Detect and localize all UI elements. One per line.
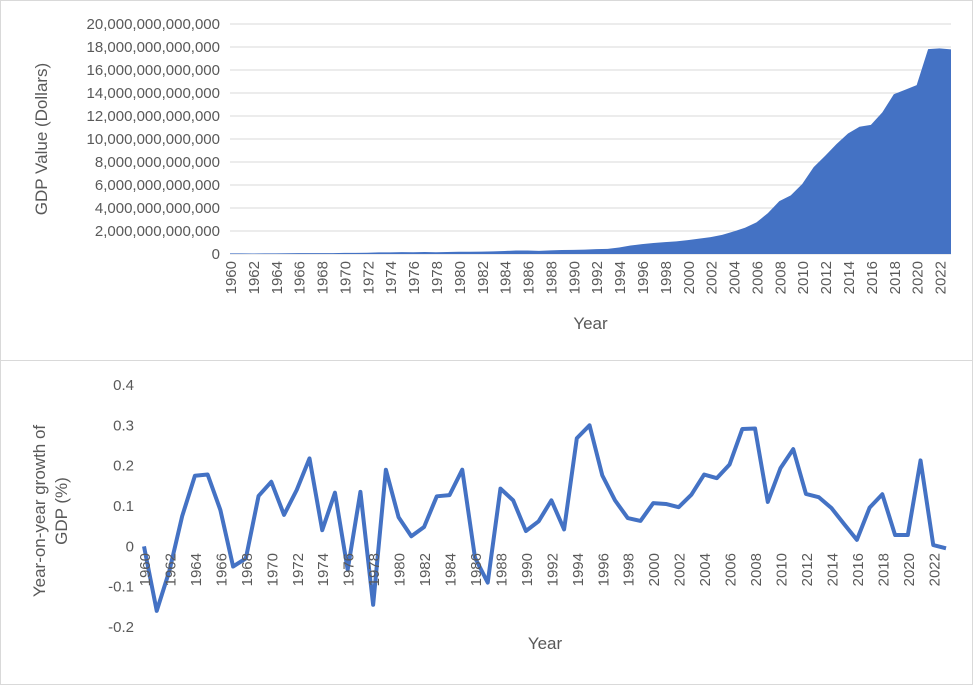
- x-tick-label: 2018: [875, 553, 892, 586]
- x-tick-label: 1990: [519, 553, 536, 586]
- x-tick-label: 2014: [824, 553, 841, 586]
- gdp-area: [230, 48, 951, 255]
- y-tick-label: 0.4: [113, 377, 134, 394]
- x-tick-label: 1984: [443, 553, 460, 586]
- x-axis-title: Year: [528, 634, 563, 653]
- x-tick-label: 1976: [406, 261, 423, 294]
- x-tick-label: 1966: [213, 553, 230, 586]
- y-tick-label: 6,000,000,000,000: [95, 177, 220, 194]
- x-tick-label: 2016: [864, 261, 881, 294]
- x-tick-label: 1964: [188, 553, 205, 586]
- gdp-growth-line-chart: -0.2 -0.1 0 0.1 0.2 0.3 0.4 1960 1962 1964 1966 196…: [30, 377, 947, 653]
- y-tick-label: 18,000,000,000,000: [87, 39, 220, 56]
- x-tick-label: 1974: [383, 261, 400, 294]
- x-tick-label: 2004: [727, 261, 744, 294]
- x-tick-label: 2014: [841, 261, 858, 294]
- x-tick-label: 1988: [543, 261, 560, 294]
- x-tick-label: 2006: [749, 261, 766, 294]
- x-tick-label: 2012: [799, 553, 816, 586]
- y-axis-title: GDP (%): [52, 477, 71, 545]
- x-axis-title: Year: [573, 314, 608, 333]
- y-tick-label: 0: [126, 538, 134, 555]
- x-tick-label: 1962: [246, 261, 263, 294]
- x-tick-label: 1982: [417, 553, 434, 586]
- x-tick-label: 2002: [704, 261, 721, 294]
- y-tick-label: 8,000,000,000,000: [95, 154, 220, 171]
- x-tick-label: 1960: [137, 553, 154, 586]
- y-tick-label: 0.3: [113, 417, 134, 434]
- x-tick-label: 1968: [239, 553, 256, 586]
- x-tick-label: 2010: [774, 553, 791, 586]
- x-tick-label: 2000: [646, 553, 663, 586]
- x-tick-label: 1982: [475, 261, 492, 294]
- x-tick-label: 1996: [595, 553, 612, 586]
- x-tick-label: 1988: [493, 553, 510, 586]
- x-tick-label: 1984: [498, 261, 515, 294]
- x-tick-label: 1974: [315, 553, 332, 586]
- y-tick-label: 10,000,000,000,000: [87, 131, 220, 148]
- x-tick-label: 2018: [887, 261, 904, 294]
- x-tick-label: 2010: [795, 261, 812, 294]
- y-axis-title: GDP Value (Dollars): [32, 63, 51, 215]
- x-tick-label: 1986: [468, 553, 485, 586]
- gdp-value-area-chart: 0 2,000,000,000,000 4,000,000,000,000 6,000…: [32, 16, 951, 333]
- x-tick-label: 2020: [901, 553, 918, 586]
- x-tick-label: 1994: [570, 553, 587, 586]
- x-tick-label: 1986: [521, 261, 538, 294]
- x-tick-label: 1990: [566, 261, 583, 294]
- x-tick-label: 2008: [772, 261, 789, 294]
- x-tick-label: 1966: [292, 261, 309, 294]
- x-tick-label: 1964: [269, 261, 286, 294]
- x-tick-label: 1998: [658, 261, 675, 294]
- x-tick-label: 2016: [850, 553, 867, 586]
- x-tick-label: 1972: [290, 553, 307, 586]
- y-tick-label: 2,000,000,000,000: [95, 223, 220, 240]
- x-tick-label: 2002: [672, 553, 689, 586]
- x-tick-label: 1968: [315, 261, 332, 294]
- y-tick-label: 14,000,000,000,000: [87, 85, 220, 102]
- x-tick-label: 2000: [681, 261, 698, 294]
- x-tick-label: 1976: [341, 553, 358, 586]
- x-tick-label: 1980: [452, 261, 469, 294]
- y-tick-label: 0.1: [113, 498, 134, 515]
- growth-line: [142, 423, 947, 613]
- y-tick-label: 0: [212, 246, 220, 263]
- x-tick-label: 1994: [612, 261, 629, 294]
- y-axis-title: Year-on-year growth of: [30, 425, 49, 598]
- x-tick-label: 1998: [621, 553, 638, 586]
- y-tick-label: 16,000,000,000,000: [87, 62, 220, 79]
- y-tick-label: 4,000,000,000,000: [95, 200, 220, 217]
- y-tick-label: 12,000,000,000,000: [87, 108, 220, 125]
- x-tick-label: 2022: [933, 261, 950, 294]
- x-tick-label: 1960: [223, 261, 240, 294]
- x-tick-label: 1962: [162, 553, 179, 586]
- gdp-growth-chart-panel: -0.2 -0.1 0 0.1 0.2 0.3 0.4 1960 1962 1964 1966 196…: [0, 360, 973, 685]
- x-tick-label: 2012: [818, 261, 835, 294]
- y-tick-label: 0.2: [113, 458, 134, 475]
- x-tick-label: 1978: [366, 553, 383, 586]
- x-tick-label: 2004: [697, 553, 714, 586]
- x-tick-label: 1980: [392, 553, 409, 586]
- y-tick-label: -0.1: [108, 579, 134, 596]
- x-tick-label: 1970: [264, 553, 281, 586]
- y-tick-label: -0.2: [108, 619, 134, 636]
- x-tick-label: 2020: [910, 261, 927, 294]
- x-tick-label: 1992: [589, 261, 606, 294]
- x-tick-label: 2008: [748, 553, 765, 586]
- x-tick-label: 1996: [635, 261, 652, 294]
- x-tick-label: 1992: [544, 553, 561, 586]
- x-tick-label: 2022: [926, 553, 943, 586]
- x-tick-label: 1978: [429, 261, 446, 294]
- y-tick-label: 20,000,000,000,000: [87, 16, 220, 33]
- x-tick-label: 1970: [337, 261, 354, 294]
- x-tick-label: 1972: [360, 261, 377, 294]
- gdp-value-chart-panel: 0 2,000,000,000,000 4,000,000,000,000 6,000…: [0, 0, 973, 361]
- x-tick-label: 2006: [723, 553, 740, 586]
